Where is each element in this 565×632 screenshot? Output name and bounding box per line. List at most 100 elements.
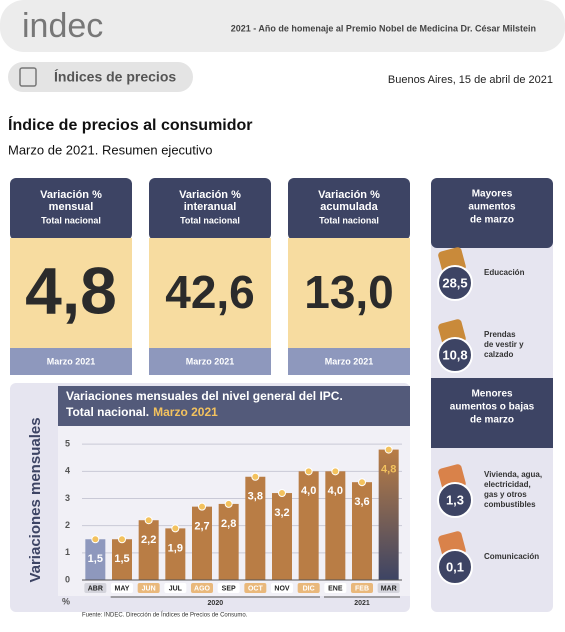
x-tick-label: JUL: [169, 585, 183, 592]
card-footer-text: Marzo 2021: [47, 356, 96, 366]
card-title: mensual: [49, 201, 94, 213]
item-label: de vestir y: [484, 340, 524, 349]
x-tick-bg: [377, 583, 400, 593]
bar-dot: [91, 535, 100, 544]
side-title: Menores: [471, 389, 513, 400]
bar: [112, 539, 132, 580]
bar-dot: [384, 445, 393, 454]
x-tick-label: SEP: [222, 585, 236, 592]
card-value-box: [10, 238, 132, 350]
x-tick-label: AGO: [194, 585, 211, 592]
bar: [192, 506, 212, 580]
x-tick-bg: [324, 583, 347, 593]
x-tick-bg: [164, 583, 187, 593]
x-tick-label: NOV: [274, 585, 290, 592]
side-title: aumentos: [468, 202, 516, 213]
item-value: 1,3: [446, 492, 464, 507]
card-title: Variación %: [40, 189, 102, 201]
card-footer-text: Marzo 2021: [186, 356, 235, 366]
card-header: [288, 178, 410, 240]
chart-title-bar: [58, 386, 410, 426]
year-label: 2021: [354, 600, 370, 607]
card-title: Variación %: [318, 189, 380, 201]
bar: [352, 482, 372, 580]
x-tick-bg: [244, 583, 267, 593]
bar-dot: [198, 502, 206, 511]
card-scope: Total nacional: [180, 215, 240, 225]
x-tick-label: ABR: [88, 585, 103, 592]
bar-dot: [144, 516, 153, 525]
page-title: Índice de precios al consumidor: [8, 115, 253, 134]
card-footer-text: Marzo 2021: [325, 356, 374, 366]
card-title: acumulada: [320, 201, 378, 213]
page-subtitle: Marzo de 2021. Resumen ejecutivo: [8, 142, 213, 157]
section-icon: [19, 67, 37, 87]
year-label: 2020: [208, 600, 224, 607]
tagline: 2021 - Año de homenaje al Premio Nobel d…: [231, 23, 536, 33]
card-header: [149, 178, 271, 240]
value-label: 2,2: [141, 534, 156, 546]
bar-dot: [118, 535, 126, 544]
item-label: electricidad,: [484, 480, 531, 489]
value-label: 4,0: [301, 485, 316, 497]
date: Buenos Aires, 15 de abril de 2021: [388, 74, 553, 86]
item-label: Vivienda, agua,: [484, 470, 542, 479]
card-value: 13,0: [304, 266, 394, 318]
item-value: 0,1: [446, 559, 464, 574]
item-value: 28,5: [442, 275, 467, 290]
side-title: Mayores: [472, 189, 513, 200]
card-scope: Total nacional: [41, 215, 101, 225]
value-label: 3,8: [248, 491, 263, 503]
value-label: 4,8: [381, 463, 396, 475]
bar-dot: [251, 472, 260, 481]
bar: [378, 449, 399, 580]
value-label: 1,5: [114, 553, 129, 565]
bar: [218, 503, 239, 580]
x-tick-label: MAY: [115, 585, 130, 592]
chart-side-label: Variaciones mensuales: [27, 417, 44, 582]
card-value-box: [149, 238, 271, 350]
x-tick-label: FEB: [355, 585, 369, 592]
y-tick-label: 5: [65, 439, 70, 449]
side-title: de marzo: [470, 415, 514, 426]
logo: indec: [22, 7, 103, 45]
value-label: 4,0: [328, 485, 343, 497]
card-footer: [288, 348, 410, 375]
item-label: gas y otros: [484, 490, 527, 499]
bar: [138, 520, 159, 580]
x-tick-bg: [191, 583, 213, 593]
item-label: Prendas: [484, 330, 516, 339]
x-tick-bg: [271, 583, 293, 593]
bar-dot: [304, 467, 313, 476]
side-header: [431, 178, 553, 248]
bar-dot: [224, 499, 233, 508]
side-title: aumentos o bajas: [450, 402, 535, 413]
card-value: 42,6: [165, 266, 255, 318]
card-title: interanual: [184, 201, 237, 213]
card-header: [10, 178, 132, 240]
x-tick-label: OCT: [248, 585, 264, 592]
item-label: combustibles: [484, 500, 536, 509]
bar: [165, 528, 186, 580]
y-tick-label: 3: [65, 493, 70, 503]
bar-dot: [278, 489, 286, 498]
x-tick-label: MAR: [381, 585, 397, 592]
value-label: 2,7: [194, 521, 209, 533]
item-label: Educación: [484, 268, 525, 277]
x-tick-bg: [351, 583, 373, 593]
chart-title: Variaciones mensuales del nivel general …: [66, 389, 343, 403]
value-label: 1,5: [88, 553, 103, 565]
section-pill: [8, 62, 193, 92]
bar-dot: [171, 524, 180, 533]
x-tick-label: ENE: [328, 585, 343, 592]
chart-title-highlight: Marzo 2021: [153, 405, 218, 419]
bar: [325, 471, 346, 580]
item-value: 10,8: [442, 347, 467, 362]
x-tick-bg: [217, 583, 240, 593]
y-tick-label: 1: [65, 547, 70, 557]
item-badge: [437, 549, 473, 585]
item-badge: [437, 482, 473, 518]
item-badge: [437, 265, 473, 301]
item-label: calzado: [484, 350, 513, 359]
